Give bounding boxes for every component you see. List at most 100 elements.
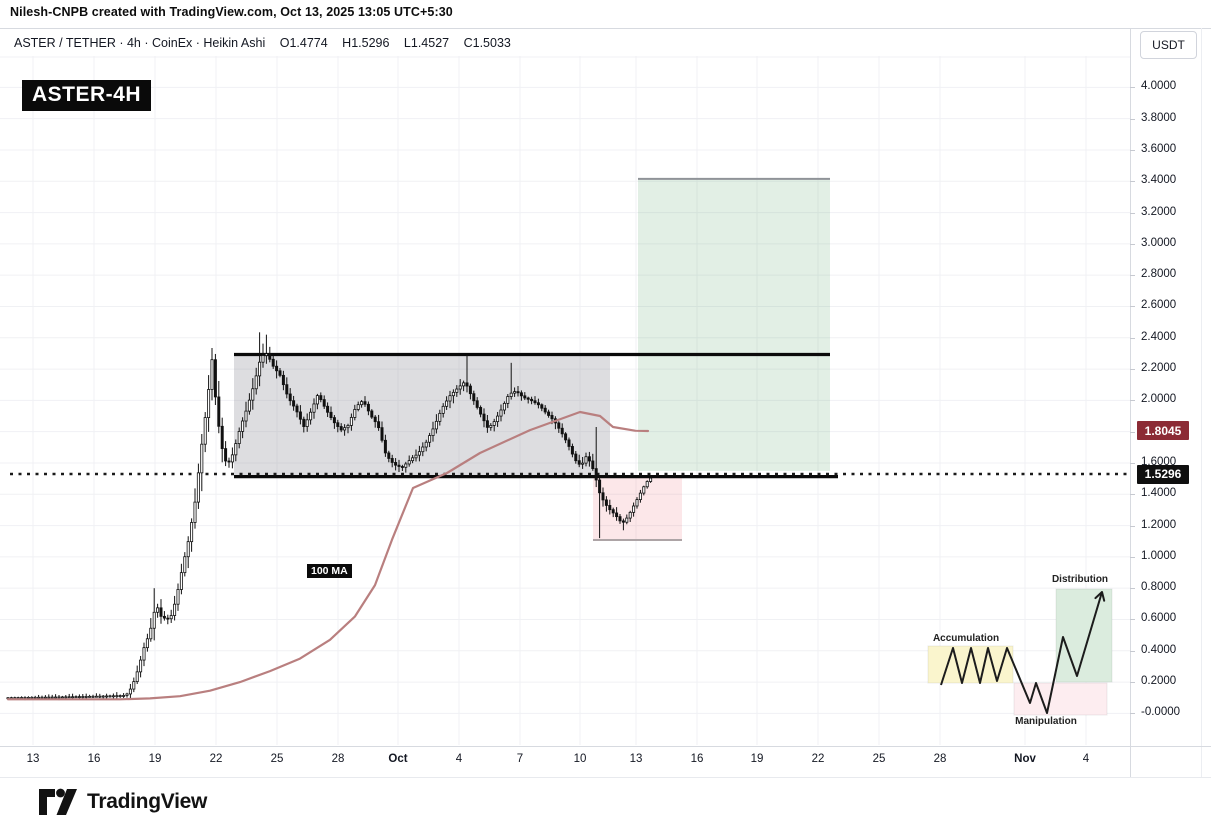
candle-body xyxy=(417,451,421,456)
distribution-zone-box xyxy=(1055,588,1113,683)
price-tick-label: -0.0000 xyxy=(1141,706,1181,719)
tradingview-logo[interactable]: TradingView xyxy=(38,788,207,816)
candle-body xyxy=(322,399,326,407)
manipulation-label: Manipulation xyxy=(1015,716,1077,727)
time-tick-label: 19 xyxy=(148,753,162,765)
candle-body xyxy=(94,695,98,698)
time-tick-label: 13 xyxy=(26,753,40,765)
candle-body xyxy=(530,398,534,402)
candle-body xyxy=(390,458,394,463)
candle-body xyxy=(122,695,126,697)
time-tick-label: 22 xyxy=(209,753,223,765)
candle-body xyxy=(404,463,408,468)
time-tick-label: 16 xyxy=(690,753,704,765)
candle-body xyxy=(502,402,506,411)
candle-body xyxy=(414,454,418,459)
candle-body xyxy=(88,695,92,698)
tradingview-wordmark: TradingView xyxy=(87,790,208,813)
candle-body xyxy=(264,353,268,356)
candle-body xyxy=(499,409,503,417)
candle-body xyxy=(462,382,466,387)
candle-body xyxy=(302,418,306,427)
candle-body xyxy=(594,468,598,481)
candle-body xyxy=(54,696,58,699)
candle-body xyxy=(74,696,78,699)
candle-body xyxy=(169,615,173,620)
price-tick-mark xyxy=(1130,556,1135,558)
price-tick-label: 2.2000 xyxy=(1141,362,1177,375)
candle-body xyxy=(360,401,364,406)
candle-body xyxy=(649,477,653,482)
price-tick-label: 3.0000 xyxy=(1141,236,1177,249)
candle-body xyxy=(489,425,493,428)
candle-body xyxy=(43,696,47,699)
candle-body xyxy=(506,396,510,404)
candle-body xyxy=(591,460,595,470)
currency-toggle-button[interactable]: USDT xyxy=(1140,31,1197,59)
candle-body xyxy=(492,421,496,426)
candle-body xyxy=(523,395,527,399)
candle-body xyxy=(244,410,248,422)
time-tick-label: 25 xyxy=(872,753,886,765)
ma-value-badge: 1.8045 xyxy=(1137,421,1189,441)
time-tick-label: Oct xyxy=(388,753,408,765)
price-tick-label: 0.8000 xyxy=(1141,581,1177,594)
candle-body xyxy=(598,479,602,494)
price-axis-separator xyxy=(1130,28,1131,777)
time-tick-label: 28 xyxy=(331,753,345,765)
symbol-title: ASTER / TETHER · 4h · CoinEx · Heikin As… xyxy=(14,36,266,50)
candle-body xyxy=(346,425,350,429)
candle-body xyxy=(190,522,194,543)
price-tick-label: 2.4000 xyxy=(1141,330,1177,343)
ma-indicator-label: 100 MA xyxy=(307,564,352,578)
candle-body xyxy=(37,696,41,699)
price-tick-label: 3.4000 xyxy=(1141,174,1177,187)
candle-body xyxy=(183,556,187,574)
candle-body xyxy=(574,453,578,462)
price-tick-label: 0.6000 xyxy=(1141,612,1177,625)
candle-body xyxy=(81,696,85,698)
candle-body xyxy=(516,391,520,394)
candle-body xyxy=(526,397,530,400)
candle-body xyxy=(383,439,387,454)
candle-body xyxy=(363,401,367,405)
candle-body xyxy=(615,512,619,518)
candle-body xyxy=(431,428,435,436)
wyckoff-zigzag-line xyxy=(940,591,1103,714)
candle-body xyxy=(101,695,105,698)
candle-body xyxy=(621,520,625,523)
ohlc-open: O1.4774 xyxy=(279,36,328,50)
candle-body xyxy=(604,499,608,506)
price-tick-mark xyxy=(1130,87,1135,89)
candle-body xyxy=(560,427,564,435)
ohlc-close: C1.5033 xyxy=(463,36,511,50)
candle-body xyxy=(309,411,313,421)
candle-body xyxy=(295,405,299,413)
candle-body xyxy=(50,696,54,699)
time-tick-label: 25 xyxy=(270,753,284,765)
candle-body xyxy=(387,452,391,459)
candle-body xyxy=(230,454,234,463)
candle-body xyxy=(468,385,472,395)
candle-body xyxy=(64,696,68,699)
distribution-label: Distribution xyxy=(1052,574,1108,585)
candle-body xyxy=(496,415,500,423)
price-tick-mark xyxy=(1130,181,1135,183)
candle-body xyxy=(292,400,296,407)
price-tick-label: 1.4000 xyxy=(1141,487,1177,500)
candle-body xyxy=(312,403,316,413)
candle-body xyxy=(213,359,217,398)
candle-body xyxy=(570,446,574,455)
candle-body xyxy=(217,396,221,427)
candle-body xyxy=(397,464,401,467)
candle-body xyxy=(567,439,571,447)
candle-body xyxy=(47,696,51,699)
time-tick-label: 4 xyxy=(1082,753,1090,765)
price-tick-mark xyxy=(1130,619,1135,621)
price-tick-mark xyxy=(1130,494,1135,496)
candle-body xyxy=(275,365,279,372)
ohlc-low: L1.4527 xyxy=(403,36,450,50)
candle-body xyxy=(625,517,629,523)
